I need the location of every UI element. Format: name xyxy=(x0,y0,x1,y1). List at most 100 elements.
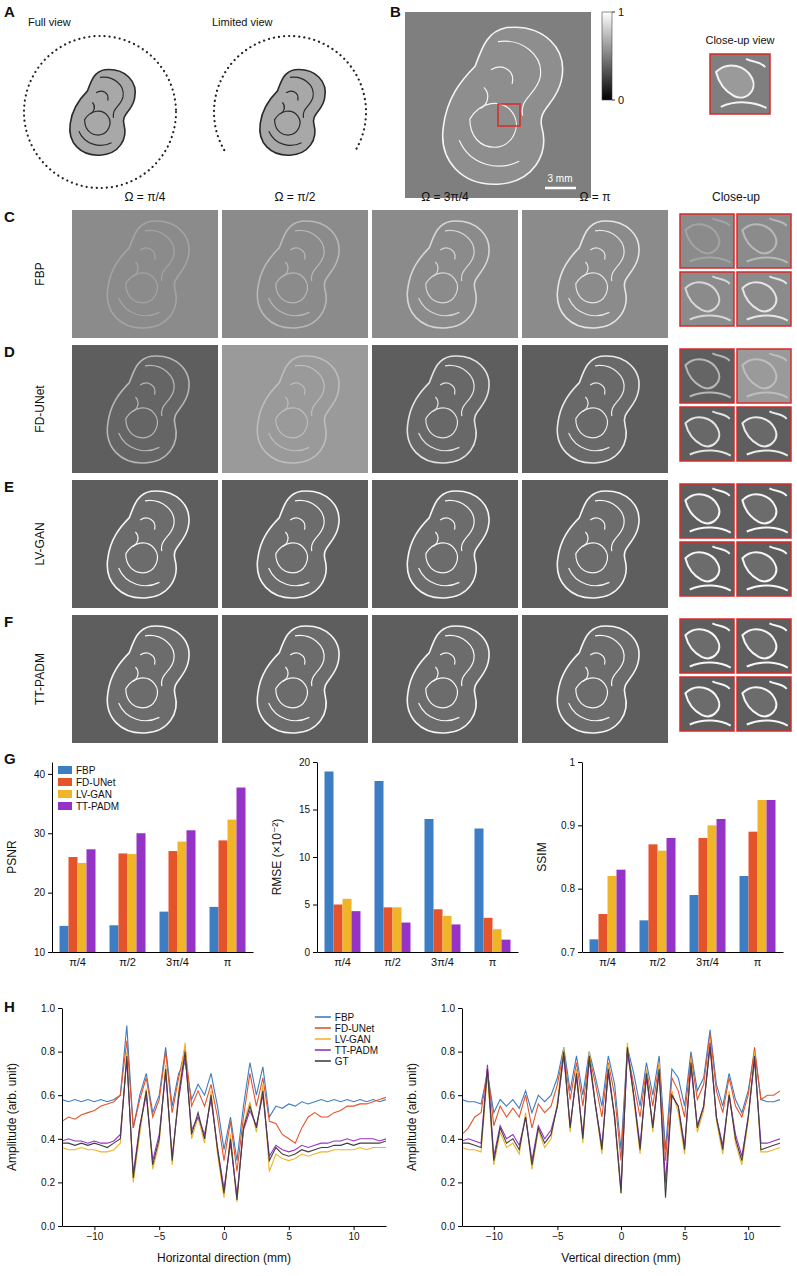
embryo-detail xyxy=(119,568,160,586)
tick-mark xyxy=(48,952,52,953)
tick: 0.2 xyxy=(41,1177,62,1188)
bar xyxy=(169,851,178,952)
close-up-image xyxy=(737,619,791,673)
tick: π/4 xyxy=(599,956,616,968)
tick: 0.6 xyxy=(41,1090,62,1101)
embryo xyxy=(257,491,339,598)
close-up-structure xyxy=(685,417,719,446)
axis-title: Amplitude (arb. unit) xyxy=(405,1063,419,1171)
close-up-structure xyxy=(742,629,776,658)
image xyxy=(222,345,368,473)
embryo-detail xyxy=(433,262,438,276)
tick-label: 10 xyxy=(743,1231,755,1242)
close-up-structure xyxy=(716,65,754,97)
embryo xyxy=(407,356,489,463)
embryo-detail xyxy=(286,91,298,100)
embryo-outline xyxy=(107,356,189,463)
tick-label: 3π/4 xyxy=(431,956,454,968)
y-axis: 10203040 xyxy=(34,763,53,958)
embryo-detail xyxy=(576,408,608,438)
tick-mark xyxy=(313,857,317,858)
tick: 10 xyxy=(34,947,52,958)
close-up xyxy=(737,407,791,461)
close-up-structure xyxy=(746,59,765,67)
tick-label: 0.6 xyxy=(441,1090,455,1101)
image xyxy=(72,615,218,743)
close-up-structure xyxy=(690,721,731,726)
tick: −10 xyxy=(486,1226,503,1242)
tick-mark xyxy=(458,1226,462,1227)
embryo-detail xyxy=(283,262,288,276)
close-up-image xyxy=(680,677,734,731)
tick-label: 0.8 xyxy=(441,1046,455,1057)
embryo-detail xyxy=(590,653,605,664)
embryo-detail xyxy=(269,298,310,316)
bar xyxy=(667,838,676,952)
embryo-outline xyxy=(557,626,639,733)
bar xyxy=(375,781,384,952)
tick-mark xyxy=(685,1226,686,1230)
legend-label: FBP xyxy=(335,1012,355,1023)
tick-mark xyxy=(313,762,317,763)
close-up-structure xyxy=(685,552,719,581)
close-up-structure xyxy=(685,494,719,523)
embryo-detail xyxy=(491,67,513,84)
panel-letter: D xyxy=(4,343,15,360)
bar xyxy=(717,819,726,952)
close-up xyxy=(680,677,734,731)
tick: 0 xyxy=(222,1226,228,1242)
embryo-outline xyxy=(407,626,489,733)
embryo-detail xyxy=(269,703,310,721)
bar xyxy=(767,800,776,952)
tick: 1.0 xyxy=(41,1003,62,1014)
close-up-structure xyxy=(769,681,786,689)
tick: π xyxy=(224,956,232,968)
tick-label: 1.0 xyxy=(441,1003,455,1014)
x-axis: π/4π/23π/4π xyxy=(53,953,254,968)
plot-area xyxy=(325,772,511,953)
tick-mark xyxy=(58,1226,62,1227)
embryo-detail xyxy=(140,248,155,259)
embryo-detail xyxy=(133,667,138,681)
bar xyxy=(758,800,767,952)
close-up-structure xyxy=(712,276,729,284)
column-head: Ω = π xyxy=(580,190,611,204)
close-up-image xyxy=(680,619,734,673)
panel-b: B3 mm01Close-up view xyxy=(390,3,775,198)
close-up xyxy=(737,677,791,731)
close-up-image xyxy=(680,542,734,596)
bar xyxy=(60,926,69,952)
tick-label: π xyxy=(224,956,232,968)
tick-label: −10 xyxy=(86,1231,103,1242)
embryo-detail xyxy=(276,273,308,303)
close-up xyxy=(680,214,734,268)
embryo xyxy=(70,70,135,156)
embryo-detail xyxy=(426,543,458,573)
embryo-detail xyxy=(426,678,458,708)
panel-letter: C xyxy=(4,208,15,225)
colorbar-tick xyxy=(612,100,615,101)
close-up-content xyxy=(685,623,730,667)
bar xyxy=(749,832,758,952)
embryo-detail xyxy=(440,653,455,664)
close-up-image xyxy=(680,214,734,268)
embryo-detail xyxy=(419,568,460,586)
tick: 0.7 xyxy=(561,947,582,958)
close-up-content xyxy=(685,546,730,590)
embryo-outline xyxy=(257,491,339,598)
embryo xyxy=(260,70,325,156)
embryo-detail xyxy=(90,102,94,114)
bar xyxy=(334,905,343,953)
close-up xyxy=(737,484,791,538)
colorbar-tick xyxy=(612,12,615,13)
legend-swatch xyxy=(58,790,72,798)
embryo xyxy=(557,356,639,463)
embryo-detail xyxy=(480,87,487,108)
embryo-detail xyxy=(576,678,608,708)
axis-line xyxy=(317,763,318,953)
bar xyxy=(658,851,667,952)
close-up-structure xyxy=(690,316,731,321)
close-up-structure xyxy=(769,276,786,284)
embryo-outline xyxy=(107,221,189,328)
close-up-structure xyxy=(747,721,788,726)
